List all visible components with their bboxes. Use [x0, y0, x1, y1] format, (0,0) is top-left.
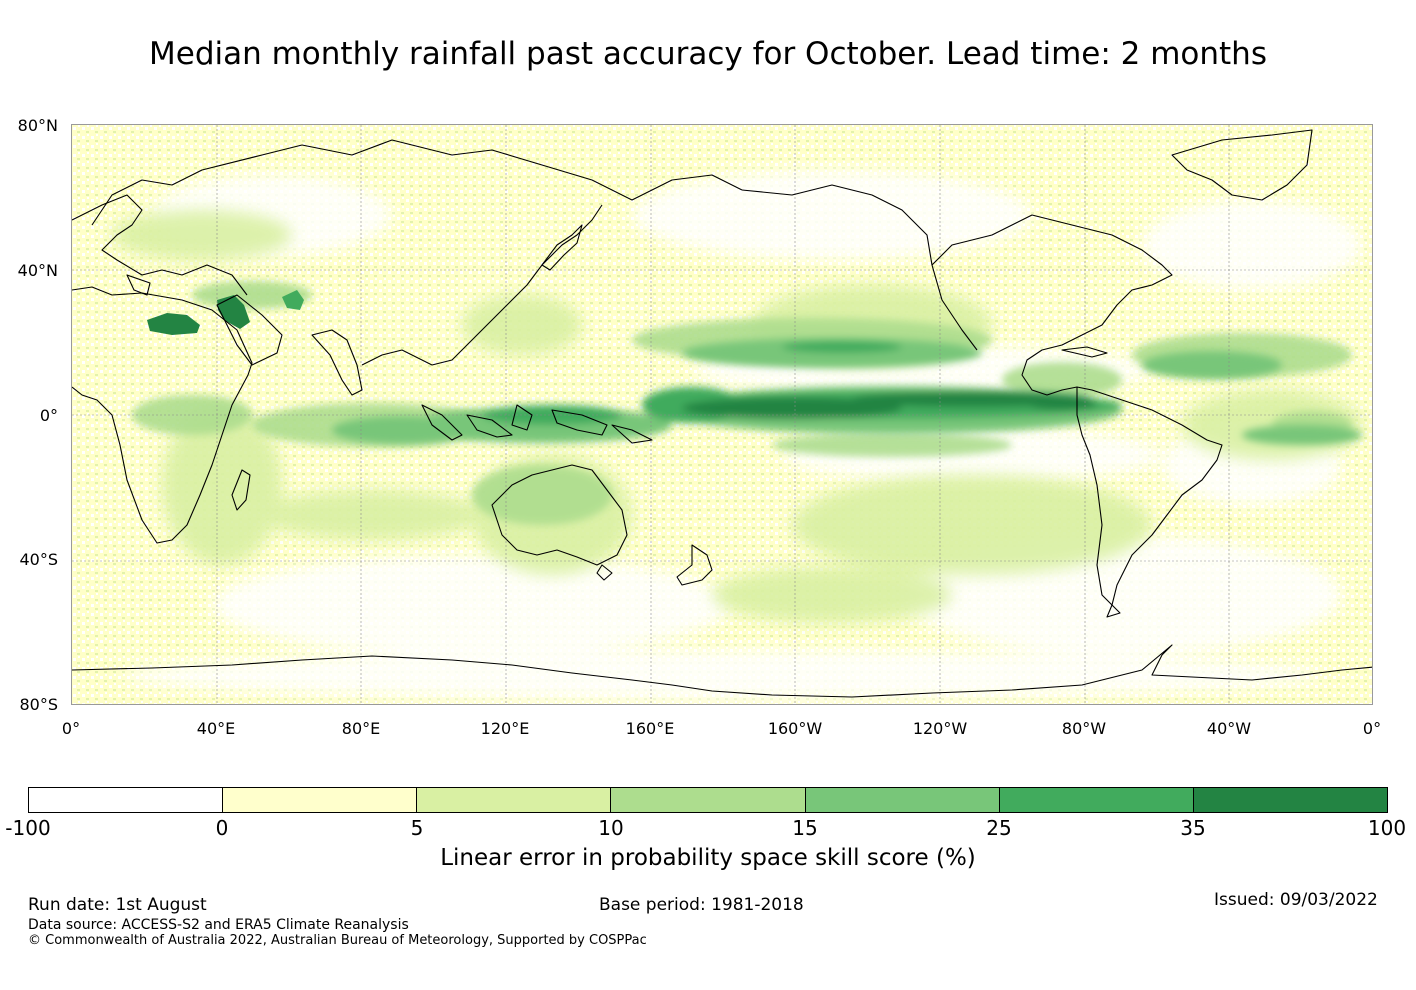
skill-score-map: [71, 124, 1373, 705]
colorbar-bin-5: [805, 788, 1000, 812]
colorbar-bin-7: [1193, 788, 1387, 812]
colorbar-bin-3: [417, 788, 612, 812]
lon-label-0-east: 0°: [1362, 719, 1382, 738]
colorbar: [28, 787, 1388, 813]
chart-title: Median monthly rainfall past accuracy fo…: [149, 36, 1267, 72]
colorbar-tick: 25: [986, 816, 1012, 840]
issued-date: Issued: 09/03/2022: [1214, 890, 1378, 910]
colorbar-tick: 5: [410, 816, 424, 840]
lon-label-80w: 80°W: [1061, 719, 1107, 738]
lat-label-40n: 40°N: [17, 261, 58, 280]
lon-label-160w: 160°W: [767, 719, 823, 738]
colorbar-tick: 35: [1180, 816, 1206, 840]
colorbar-label: Linear error in probability space skill …: [440, 845, 976, 871]
data-source: Data source: ACCESS-S2 and ERA5 Climate …: [28, 917, 409, 933]
map-canvas: [72, 125, 1372, 704]
graticule: [72, 125, 1372, 704]
copyright: © Commonwealth of Australia 2022, Austra…: [28, 933, 647, 948]
lat-label-equator: 0°: [39, 406, 58, 425]
colorbar-tick: 100: [1367, 816, 1407, 840]
lon-label-40e: 40°E: [196, 719, 236, 738]
lat-label-40s: 40°S: [19, 550, 58, 569]
colorbar-tick: 10: [598, 816, 624, 840]
lon-label-80e: 80°E: [341, 719, 381, 738]
base-period: Base period: 1981-2018: [599, 895, 804, 915]
run-date: Run date: 1st August: [28, 895, 207, 915]
lat-label-80s: 80°S: [19, 695, 58, 714]
colorbar-tick: 0: [215, 816, 229, 840]
high-skill-areas: [332, 338, 1362, 445]
colorbar-tick: 15: [792, 816, 818, 840]
lon-label-0: 0°: [61, 719, 81, 738]
colorbar-bin-6: [999, 788, 1194, 812]
lon-label-160e: 160°E: [625, 719, 675, 738]
lon-label-120w: 120°W: [912, 719, 968, 738]
lon-label-120e: 120°E: [480, 719, 530, 738]
colorbar-bin-1: [29, 788, 224, 812]
coastlines: [72, 129, 1372, 698]
lat-label-80n: 80°N: [17, 116, 58, 135]
colorbar-bin-4: [611, 788, 806, 812]
colorbar-tick: -100: [5, 816, 51, 840]
colorbar-bin-2: [223, 788, 418, 812]
lon-label-40w: 40°W: [1206, 719, 1252, 738]
